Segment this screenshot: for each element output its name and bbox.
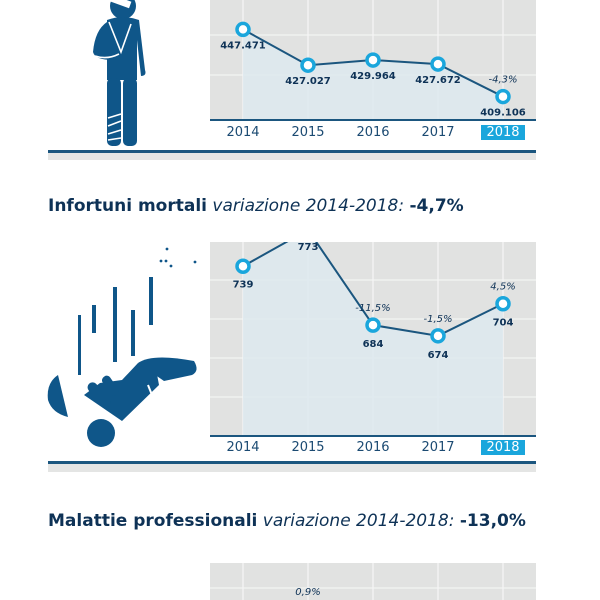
data-label: 429.964 bbox=[350, 71, 396, 82]
data-point bbox=[300, 57, 316, 73]
pct-change-label: -11,5% bbox=[355, 303, 390, 314]
section-rule bbox=[48, 150, 536, 153]
data-point bbox=[495, 295, 511, 312]
pct-change-label: -1,5% bbox=[423, 314, 452, 325]
data-label: 684 bbox=[363, 339, 384, 350]
data-label: 739 bbox=[233, 279, 254, 290]
section-band bbox=[48, 464, 536, 472]
data-point bbox=[495, 88, 511, 105]
x-tick-label: 2017 bbox=[421, 440, 455, 455]
data-point bbox=[430, 56, 446, 72]
x-tick-label: 2018 bbox=[481, 125, 525, 140]
x-tick-label: 2014 bbox=[226, 440, 260, 455]
title-variation-label: variazione 2014-2018: bbox=[262, 511, 455, 531]
falling-worker-icon bbox=[47, 247, 197, 447]
injured-worker-icon bbox=[93, 0, 146, 146]
x-tick-label: 2016 bbox=[356, 125, 390, 140]
data-label: 409.106 bbox=[480, 108, 526, 119]
title-main: Infortuni mortali bbox=[48, 196, 207, 216]
area-fill bbox=[243, 242, 503, 437]
data-point bbox=[235, 21, 251, 38]
x-tick-label: 2015 bbox=[291, 440, 325, 455]
x-axis-line bbox=[210, 435, 536, 437]
data-label: 427.027 bbox=[285, 76, 331, 87]
x-axis-line bbox=[210, 119, 536, 121]
plot-area-malattie: 0,9% bbox=[210, 563, 536, 600]
pct-change-label: -4,3% bbox=[488, 75, 517, 86]
section-title: Infortuni mortali variazione 2014-2018: … bbox=[48, 196, 464, 216]
title-variation-value: -4,7% bbox=[409, 196, 464, 216]
data-label: 773 bbox=[298, 242, 319, 253]
section-title: Malattie professionali variazione 2014-2… bbox=[48, 511, 526, 531]
x-tick-label: 2016 bbox=[356, 440, 390, 455]
data-label: 674 bbox=[428, 350, 449, 361]
data-label: 427.672 bbox=[415, 75, 461, 86]
plot-area-infortuni: 447.471 427.027 429.964 427.672 409.106 -4,3% bbox=[210, 0, 536, 121]
x-tick-label: 2017 bbox=[421, 125, 455, 140]
title-main: Malattie professionali bbox=[48, 511, 258, 531]
data-point bbox=[365, 52, 381, 68]
data-label: 704 bbox=[493, 318, 514, 329]
data-point bbox=[235, 258, 251, 275]
pct-change-label: 4,5% bbox=[490, 282, 515, 293]
x-tick-label: 2014 bbox=[226, 125, 260, 140]
section-band bbox=[48, 153, 536, 160]
title-variation-label: variazione 2014-2018: bbox=[212, 196, 405, 216]
data-label: 447.471 bbox=[220, 40, 266, 51]
data-point bbox=[430, 328, 446, 344]
title-variation-value: -13,0% bbox=[459, 511, 526, 531]
section-rule bbox=[48, 461, 536, 464]
x-tick-label: 2015 bbox=[291, 125, 325, 140]
x-tick-label: 2018 bbox=[481, 440, 525, 455]
data-point bbox=[365, 317, 381, 333]
area-fill bbox=[243, 29, 503, 121]
pct-change-label: 0,9% bbox=[295, 587, 320, 598]
